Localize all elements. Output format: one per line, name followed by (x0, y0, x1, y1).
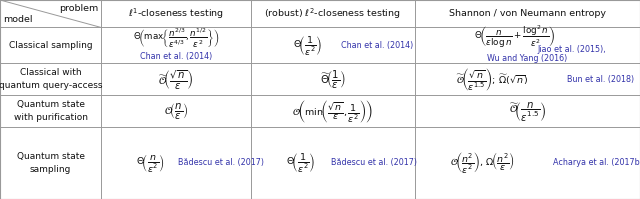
Text: Classical sampling: Classical sampling (9, 41, 92, 50)
Text: $\Theta\!\left(\dfrac{n}{\epsilon\log n}+\dfrac{\log^2 n}{\epsilon^2}\right)$: $\Theta\!\left(\dfrac{n}{\epsilon\log n}… (474, 24, 555, 51)
Text: Jiao et al. (2015),: Jiao et al. (2015), (538, 45, 607, 54)
Text: problem: problem (59, 4, 98, 13)
Text: model: model (3, 15, 33, 24)
Text: $\Theta\!\left(\dfrac{1}{\epsilon^2}\right)$: $\Theta\!\left(\dfrac{1}{\epsilon^2}\rig… (292, 34, 322, 57)
Text: $\Theta\!\left(\max\!\left\{\dfrac{n^{2/3}}{\epsilon^{4/3}},\dfrac{n^{1/2}}{\eps: $\Theta\!\left(\max\!\left\{\dfrac{n^{2/… (132, 26, 220, 50)
Text: Chan et al. (2014): Chan et al. (2014) (140, 52, 212, 61)
Text: $\widetilde{\mathcal{O}}\!\left(\dfrac{\sqrt{n}}{\epsilon^{1.5}}\right)$; $\wide: $\widetilde{\mathcal{O}}\!\left(\dfrac{\… (456, 66, 529, 93)
Text: $\ell^1$-closeness testing: $\ell^1$-closeness testing (128, 6, 224, 21)
Text: Bădescu et al. (2017): Bădescu et al. (2017) (332, 158, 417, 168)
Text: $\mathcal{O}\!\left(\min\!\left(\dfrac{\sqrt{n}}{\epsilon},\dfrac{1}{\epsilon^2}: $\mathcal{O}\!\left(\min\!\left(\dfrac{\… (292, 98, 373, 125)
Text: Classical with
quantum query-access: Classical with quantum query-access (0, 68, 102, 90)
Text: $\mathcal{O}\!\left(\dfrac{n^2}{\epsilon^2}\right)$, $\Omega\!\left(\dfrac{n^2}{: $\mathcal{O}\!\left(\dfrac{n^2}{\epsilon… (450, 150, 515, 176)
Text: (robust) $\ell^2$-closeness testing: (robust) $\ell^2$-closeness testing (264, 6, 401, 21)
Text: Acharya et al. (2017b): Acharya et al. (2017b) (553, 158, 640, 168)
Text: Chan et al. (2014): Chan et al. (2014) (342, 41, 413, 50)
Text: $\Theta\!\left(\dfrac{1}{\epsilon^2}\right)$: $\Theta\!\left(\dfrac{1}{\epsilon^2}\rig… (286, 151, 316, 175)
Text: Bădescu et al. (2017): Bădescu et al. (2017) (178, 158, 264, 168)
Text: $\widetilde{\Theta}\!\left(\dfrac{1}{\epsilon}\right)$: $\widetilde{\Theta}\!\left(\dfrac{1}{\ep… (320, 68, 346, 90)
Text: Quantum state
with purification: Quantum state with purification (13, 100, 88, 122)
Text: $\widetilde{\mathcal{O}}\!\left(\dfrac{\sqrt{n}}{\epsilon}\right)$: $\widetilde{\mathcal{O}}\!\left(\dfrac{\… (158, 68, 194, 91)
Text: $\Theta\!\left(\dfrac{n}{\epsilon^2}\right)$: $\Theta\!\left(\dfrac{n}{\epsilon^2}\rig… (136, 152, 164, 174)
Text: Quantum state
sampling: Quantum state sampling (17, 152, 84, 174)
Text: Shannon / von Neumann entropy: Shannon / von Neumann entropy (449, 9, 606, 18)
Text: Bun et al. (2018): Bun et al. (2018) (568, 75, 634, 84)
Text: $\mathcal{O}\!\left(\dfrac{n}{\epsilon}\right)$: $\mathcal{O}\!\left(\dfrac{n}{\epsilon}\… (164, 101, 188, 121)
Text: Wu and Yang (2016): Wu and Yang (2016) (487, 54, 568, 63)
Text: $\widetilde{\mathcal{O}}\!\left(\dfrac{n}{\epsilon^{1.5}}\right)$: $\widetilde{\mathcal{O}}\!\left(\dfrac{n… (509, 100, 546, 123)
